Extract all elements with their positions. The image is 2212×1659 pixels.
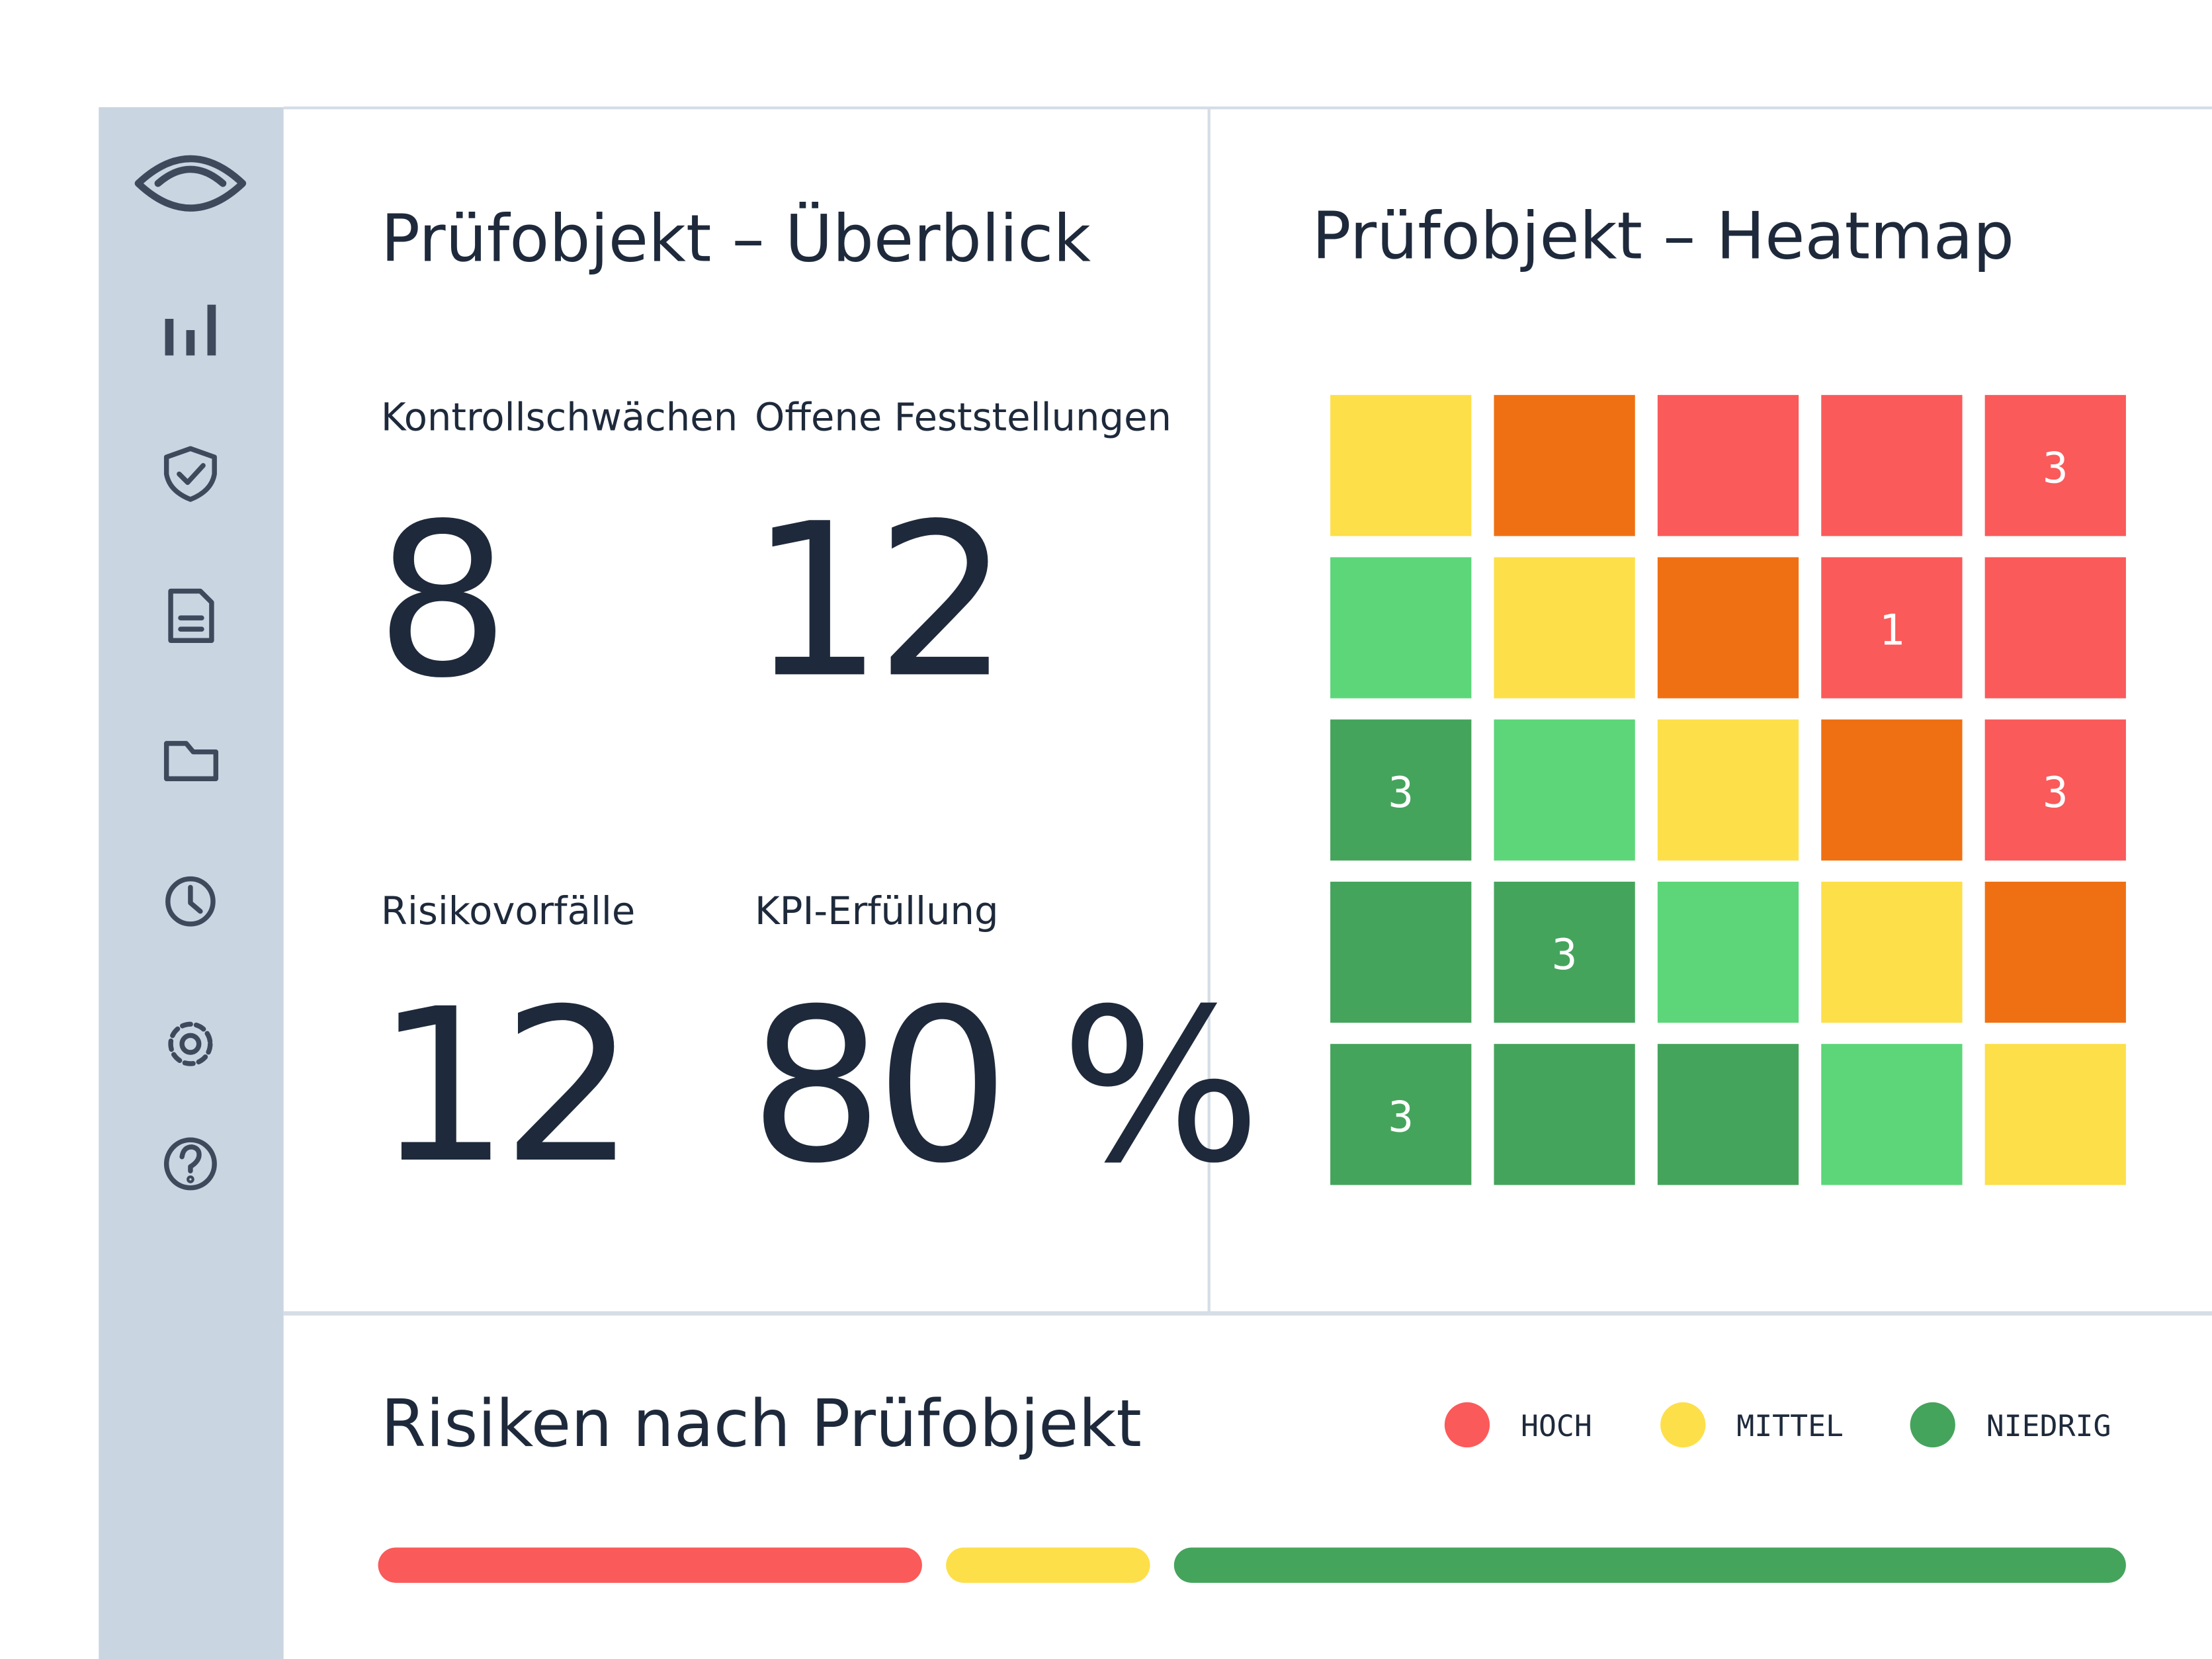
section-title: Prüfobjekt – Überblick <box>381 202 1091 277</box>
heatmap-cell <box>1494 881 1635 1023</box>
legend-label: NIEDRIG <box>1986 1408 2111 1443</box>
nav-documents[interactable] <box>168 588 214 643</box>
heatmap-cell <box>1821 881 1963 1023</box>
kpi-label: Kontrollschwächen <box>381 395 738 439</box>
kpi-value: 80 % <box>749 964 1253 1210</box>
cell-value: 3 <box>1552 931 1578 980</box>
risk-bar <box>1173 1547 2126 1583</box>
nav-folders[interactable] <box>163 741 219 781</box>
kpi-value: 8 <box>375 478 501 724</box>
heatmap-cell <box>1984 881 2126 1023</box>
heatmap-cell <box>1330 1044 1472 1185</box>
heatmap-cell <box>1657 1044 1799 1185</box>
section-title: Prüfobjekt – Heatmap <box>1312 198 2014 274</box>
kpi-value: 12 <box>749 478 1001 724</box>
heatmap-cell <box>1494 557 1635 699</box>
cell-value: 3 <box>2043 769 2068 818</box>
heatmap-cell <box>1984 395 2126 536</box>
cell-value: 1 <box>1879 607 1905 656</box>
risk-bar <box>946 1547 1150 1583</box>
cell-value: 3 <box>2043 444 2068 493</box>
cell-value: 3 <box>1388 769 1414 818</box>
heatmap-cell <box>1821 719 1963 861</box>
heatmap-cell <box>1821 557 1963 699</box>
heatmap-cell <box>1330 881 1472 1023</box>
legend-dot <box>1444 1402 1490 1448</box>
heatmap-cell <box>1330 395 1472 536</box>
heatmap-cell <box>1657 557 1799 699</box>
kpi-value: 12 <box>375 964 627 1210</box>
heatmap-cell <box>1494 719 1635 861</box>
legend-label: HOCH <box>1521 1408 1592 1443</box>
legend-dot <box>1660 1402 1706 1448</box>
nav-history[interactable] <box>165 876 216 927</box>
heatmap-cell <box>1657 395 1799 536</box>
heatmap-cell <box>1821 1044 1963 1185</box>
risk-bar <box>378 1547 922 1583</box>
section-title: Risiken nach Prüfobjekt <box>381 1386 1142 1462</box>
cell-value: 3 <box>1388 1093 1414 1142</box>
legend-label: MITTEL <box>1736 1408 1844 1443</box>
heatmap-cell <box>1821 395 1963 536</box>
heatmap-cell <box>1494 395 1635 536</box>
kpi-label: Offene Feststellungen <box>755 395 1171 439</box>
nav-help[interactable] <box>163 1137 217 1191</box>
heatmap-cell <box>1494 1044 1635 1185</box>
heatmap-cell <box>1984 719 2126 861</box>
legend-dot <box>1910 1402 1955 1448</box>
nav-security[interactable] <box>163 446 217 502</box>
sidebar <box>99 107 284 1659</box>
nav-settings[interactable] <box>168 1021 213 1066</box>
logo <box>134 155 247 212</box>
nav-reports[interactable] <box>165 304 216 356</box>
heatmap-cell <box>1330 557 1472 699</box>
kpi-label: Risikovorfälle <box>381 889 635 933</box>
heatmap-cell <box>1984 1044 2126 1185</box>
heatmap-cell <box>1984 557 2126 699</box>
heatmap-cell <box>1657 881 1799 1023</box>
heatmap-cell <box>1657 719 1799 861</box>
heatmap-cell <box>1330 719 1472 861</box>
kpi-label: KPI-Erfüllung <box>755 889 999 933</box>
